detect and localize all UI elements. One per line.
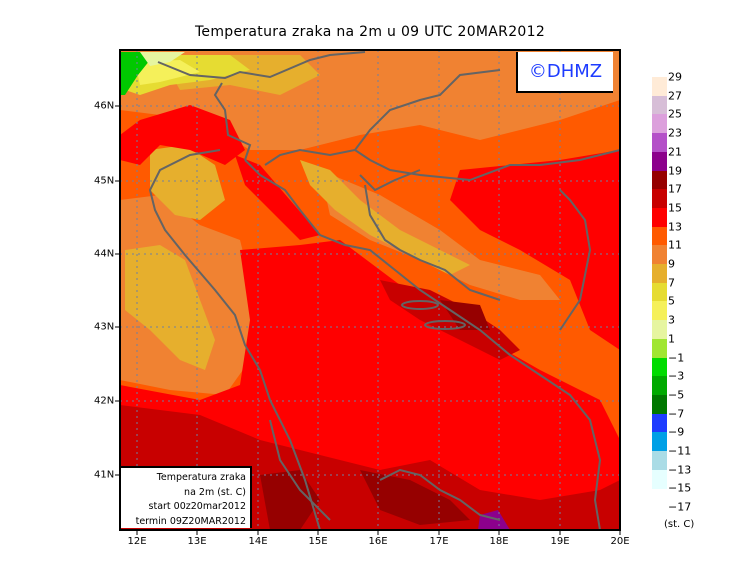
legend-swatch [652,394,667,415]
legend-label: −11 [668,444,692,458]
field-7-9-istria [150,145,225,220]
legend-swatch [652,114,667,134]
legend-label: 5 [668,294,675,308]
legend-label: −7 [668,407,685,421]
legend-label: 15 [668,201,682,215]
info-line: na 2m (st. C) [184,486,246,498]
legend-swatch [652,376,667,396]
legend-label: −13 [668,463,692,477]
legend-label: 23 [668,126,682,140]
info-box: Temperatura zraka na 2m (st. C) start 00… [121,466,252,528]
info-line: Temperatura zraka [156,472,246,483]
legend-label: 25 [668,107,682,121]
field-7-9-dinaric [300,160,470,275]
legend-label: 1 [668,332,675,346]
field-17-19-a [260,470,320,530]
legend-swatch [652,151,667,171]
axis-ticks [115,105,621,535]
legend-swatch [652,338,667,358]
map-title: Temperatura zraka na 2m u 09 UTC 20MAR20… [194,24,546,40]
lon-tick: 19E [550,536,570,547]
info-line: start 00z20mar2012 [148,501,246,512]
legend-label: 9 [668,257,675,271]
grid-lines [120,50,620,530]
legend-swatch [652,77,667,97]
legend-label: 3 [668,313,675,327]
legend-label: 7 [668,276,675,290]
field-1-3 [140,52,185,66]
legend-label: −3 [668,369,685,383]
field-15-17-coast [380,280,520,360]
info-line: termin 09Z20MAR2012 [135,515,246,527]
legend-swatch [652,245,667,265]
field-19-21 [478,510,510,530]
legend-label: −9 [668,425,685,439]
logo-text: ©DHMZ [528,61,603,82]
legend-label: 19 [668,164,682,177]
field-neg-green [120,52,150,95]
legend-swatch [652,207,667,228]
field-9-11-inland [320,170,560,300]
field-17-19-b [360,470,470,525]
legend-label: 21 [668,145,682,159]
legend-swatch [652,264,667,284]
lat-tick: 44N [94,248,115,260]
lon-tick: 17E [429,536,449,547]
legend-swatch [652,226,667,246]
legend-swatch [652,469,667,489]
coastlines-borders [148,51,620,530]
legend-label: −17 [668,500,692,514]
legend-label: −1 [668,351,685,364]
lat-tick: 42N [94,395,115,407]
field-13-15-northitaly [120,105,245,165]
lat-tick: 46N [94,100,115,112]
legend-label: 17 [668,182,682,196]
legend-swatch [652,301,667,321]
lon-tick: 16E [368,536,388,547]
lon-tick: 15E [308,536,328,547]
legend-swatch [652,95,667,115]
legend-swatch [652,170,667,190]
legend-swatch [652,133,667,153]
field-13-15-east [450,150,620,350]
dhmz-logo: ©DHMZ [516,52,613,93]
legend-swatch [652,357,667,377]
legend-swatch [652,451,667,471]
field-13-15-velebit [235,155,320,240]
map-frame [119,49,621,531]
lat-tick: 41N [94,469,115,481]
field-17-19-c [440,300,490,330]
legend-label: 27 [668,89,682,103]
legend-label: 13 [668,220,682,234]
legend-swatch [652,189,667,209]
lon-tick: 12E [127,536,147,547]
legend-unit: (st. C) [664,519,695,530]
legend-label: −15 [668,481,692,495]
field-3-5-alps [135,60,200,85]
legend-swatch [652,320,667,340]
legend-swatch [652,413,667,433]
lon-tick: 18E [489,536,509,547]
legend-label: 11 [668,238,682,252]
legend-label: −5 [668,388,685,402]
lon-tick: 20E [610,536,630,547]
lat-tick: 45N [94,175,115,187]
legend-swatch [652,282,667,302]
legend-label: 29 [668,70,682,84]
field-7-9-italy [125,245,215,370]
legend-swatch [652,432,667,452]
lon-tick: 13E [187,536,207,547]
lon-tick: 14E [248,536,268,547]
lat-tick: 43N [94,321,115,333]
